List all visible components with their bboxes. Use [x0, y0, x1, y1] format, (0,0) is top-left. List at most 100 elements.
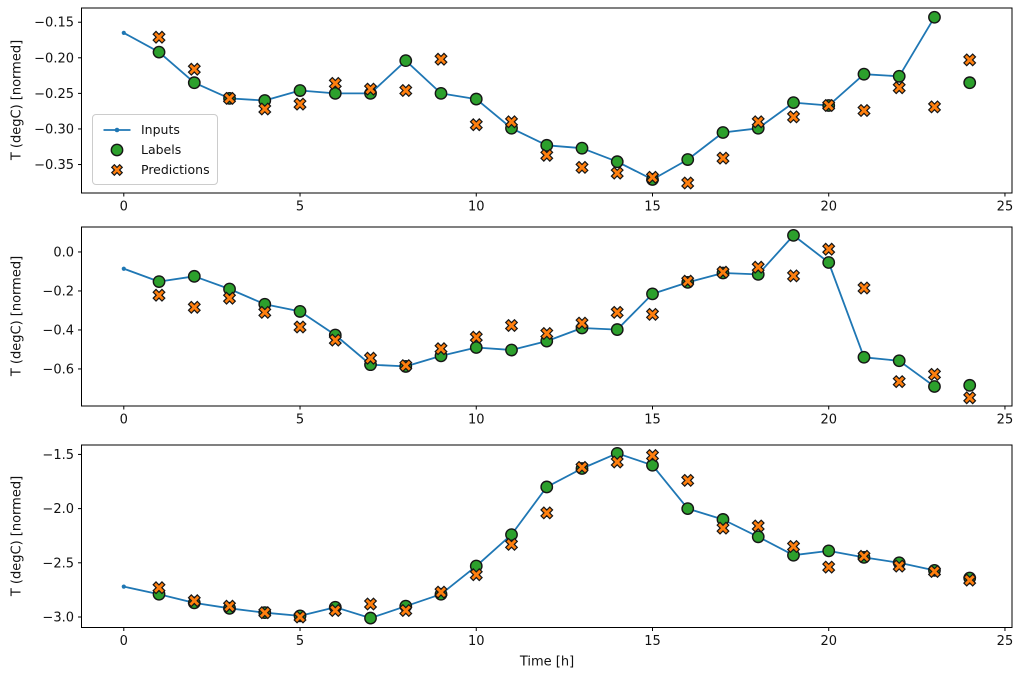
x-tick-label: 5 [296, 413, 304, 428]
labels-point [928, 380, 941, 393]
predictions-point [363, 597, 378, 611]
labels-point [716, 126, 730, 139]
labels-point [505, 528, 518, 542]
predictions-point [786, 110, 801, 124]
predictions-point [540, 506, 554, 520]
predictions-point [751, 260, 765, 274]
labels-point [928, 10, 941, 24]
y-axis-label-top: T (degC) [normed] [9, 39, 25, 161]
predictions-point [681, 473, 695, 488]
x-tick-label: 20 [820, 200, 837, 215]
predictions-point [857, 281, 871, 295]
labels-point [187, 269, 201, 283]
predictions-point [716, 151, 730, 165]
subplot-0: 0 5 10 15 20 25 −0.15 −0.20 −0.25 −0.30 −0.35 [34, 7, 1013, 215]
predictions-point [822, 560, 836, 574]
predictions-point [258, 606, 272, 620]
predictions-point [927, 367, 942, 382]
labels-point [822, 544, 836, 558]
x-tick-label: 25 [997, 413, 1014, 428]
predictions-point [399, 603, 413, 618]
predictions-point [328, 76, 342, 91]
predictions-point [857, 549, 871, 563]
labels-point [187, 76, 201, 90]
predictions-point [892, 81, 906, 95]
y-tick-label: −0.4 [42, 323, 74, 338]
labels-point [963, 76, 977, 90]
predictions-point [610, 455, 624, 469]
predictions-point [716, 265, 730, 279]
predictions-point [786, 269, 801, 283]
predictions-point [892, 559, 906, 573]
predictions-point [645, 170, 660, 184]
labels-point [469, 92, 483, 106]
predictions-point [540, 326, 554, 341]
labels-point [152, 45, 166, 59]
predictions-point [575, 160, 589, 175]
predictions-point [575, 460, 589, 475]
predictions-point [892, 374, 906, 389]
legend-item-labels: Labels [102, 140, 208, 159]
legend-label-inputs: Inputs [141, 122, 180, 137]
y-tick-label: −2.0 [42, 502, 74, 517]
predictions-point [504, 318, 519, 333]
predictions-point [434, 585, 448, 599]
labels-point [787, 96, 800, 110]
labels-point [364, 611, 377, 625]
inputs-point [121, 30, 126, 36]
predictions-point [822, 242, 836, 256]
x-tick-label: 10 [468, 200, 485, 215]
predictions-point [469, 330, 483, 344]
x-axis-label: Time [h] [519, 654, 575, 670]
x-tick-label: 10 [468, 413, 485, 428]
predictions-point [363, 82, 378, 96]
labels-point [540, 480, 554, 494]
labels-point [751, 530, 765, 544]
plot-frame [81, 444, 1013, 628]
x-tick-label: 15 [644, 413, 661, 428]
labels-point [681, 153, 695, 166]
predictions-point [822, 98, 836, 113]
inputs-point [121, 266, 126, 271]
y-tick-label: −1.5 [42, 448, 74, 463]
labels-point [963, 378, 977, 392]
circle-marker-icon [102, 142, 132, 158]
labels-point [434, 86, 448, 100]
predictions-point [751, 115, 765, 129]
x-tick-label: 5 [296, 634, 304, 649]
labels-point [857, 350, 871, 364]
labels-point [610, 155, 624, 169]
labels-point [892, 354, 906, 368]
x-tick-label: 15 [644, 200, 661, 215]
legend-label-labels: Labels [141, 142, 182, 157]
predictions-point [610, 305, 624, 320]
labels-point [328, 86, 342, 100]
y-tick-label: −0.6 [42, 362, 74, 377]
predictions-point [575, 316, 589, 330]
predictions-point [469, 568, 483, 582]
labels-point [787, 228, 800, 242]
predictions-point [469, 118, 483, 132]
labels-point [646, 287, 659, 301]
predictions-point [328, 603, 342, 618]
labels-point [152, 275, 166, 288]
y-tick-label: 0.0 [53, 245, 74, 260]
inputs-line [123, 16, 936, 181]
x-tick-label: 15 [644, 634, 661, 649]
predictions-point [258, 305, 272, 320]
legend-item-inputs: Inputs [102, 120, 208, 139]
predictions-point [222, 599, 237, 613]
labels-point [399, 54, 413, 68]
labels-point [505, 343, 518, 357]
y-tick-label: −0.30 [34, 122, 74, 137]
legend-item-predictions: Predictions [102, 160, 210, 179]
y-tick-label: −0.15 [34, 16, 74, 31]
labels-point [293, 305, 307, 318]
predictions-point [751, 519, 765, 533]
labels-point [681, 502, 695, 516]
y-tick-label: −0.20 [34, 51, 74, 66]
line-dot-icon [102, 122, 132, 138]
predictions-point [963, 573, 977, 587]
legend: Inputs Labels Predictions [92, 114, 218, 185]
predictions-point [716, 521, 730, 535]
